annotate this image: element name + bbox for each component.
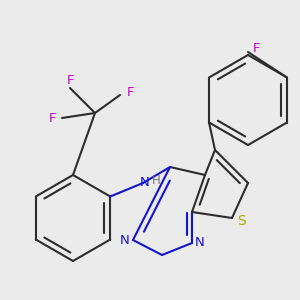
Text: F: F bbox=[48, 112, 56, 124]
Text: N: N bbox=[140, 176, 150, 190]
Text: H: H bbox=[152, 173, 160, 187]
Text: N: N bbox=[195, 236, 205, 250]
Text: N: N bbox=[120, 233, 130, 247]
Text: S: S bbox=[238, 214, 246, 228]
Text: F: F bbox=[252, 41, 260, 55]
Text: F: F bbox=[126, 86, 134, 100]
Text: F: F bbox=[66, 74, 74, 86]
